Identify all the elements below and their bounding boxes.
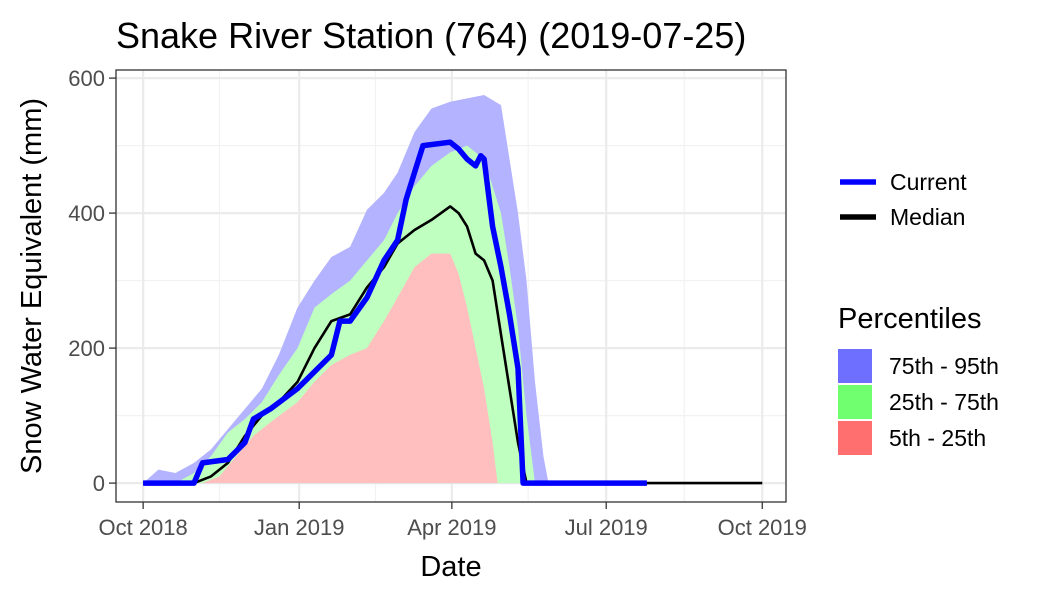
y-tick-label: 0: [93, 471, 105, 496]
series-line-current: [143, 139, 647, 486]
band-5th-25th: [143, 253, 498, 484]
plot-border: [115, 69, 787, 503]
y-tick-label: 600: [68, 66, 105, 91]
legend-label-current: Current: [890, 169, 967, 195]
legend-swatch: [838, 385, 872, 419]
legend-percentiles-title: Percentiles: [838, 303, 981, 335]
legend-band-label: 5th - 25th: [889, 425, 986, 451]
y-axis-title: Snow Water Equivalent (mm): [16, 98, 48, 474]
x-tick-label: Oct 2019: [718, 515, 807, 540]
legend-percentiles: Percentiles 75th - 95th 25th - 75th 5th - …: [838, 303, 999, 455]
legend-band-label: 75th - 95th: [889, 353, 999, 379]
x-axis: Oct 2018 Jan 2019 Apr 2019 Jul 2019 Oct 2019: [98, 502, 807, 540]
x-tick-label: Apr 2019: [407, 515, 496, 540]
y-axis: 0 200 400 600: [68, 66, 116, 496]
x-tick-label: Jul 2019: [565, 515, 648, 540]
legend-swatch: [838, 421, 872, 455]
x-tick-label: Jan 2019: [254, 515, 345, 540]
x-tick-label: Oct 2018: [98, 515, 187, 540]
y-tick-label: 200: [68, 336, 105, 361]
legend-swatch: [838, 349, 872, 383]
x-axis-title: Date: [420, 551, 481, 583]
chart-title: Snake River Station (764) (2019-07-25): [116, 15, 746, 56]
legend-label-median: Median: [890, 204, 965, 230]
y-tick-label: 400: [68, 201, 105, 226]
percentile-bands: [143, 95, 549, 484]
legend-lines: Current Median: [840, 169, 967, 230]
data-lines: [143, 139, 763, 486]
legend-band-label: 25th - 75th: [889, 389, 999, 415]
